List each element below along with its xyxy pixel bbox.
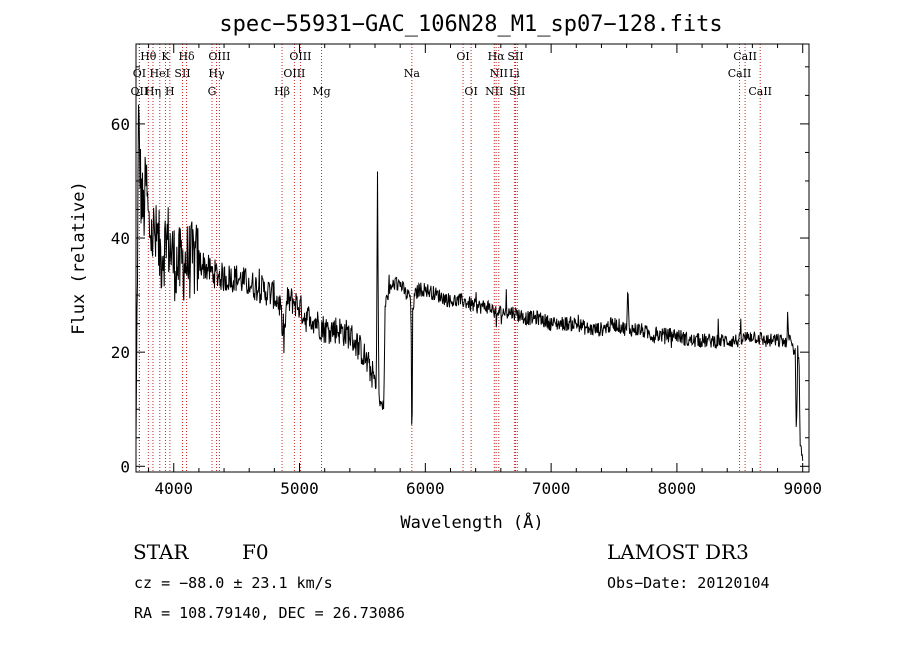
spectral-line-label: OIII xyxy=(283,67,305,80)
spectral-line-label: NII xyxy=(490,67,508,80)
x-tick-label: 9000 xyxy=(783,479,822,498)
spectral-line-label: Hβ xyxy=(274,85,290,98)
spectral-line-label: OIII xyxy=(208,50,230,63)
observation-date: Obs−Date: 20120104 xyxy=(607,574,770,592)
y-axis-label: Flux (relative) xyxy=(69,181,89,335)
spectral-line-label: Hα xyxy=(488,50,506,63)
spectral-line-label: SII xyxy=(174,67,190,80)
spectral-line-label: OI xyxy=(464,85,477,98)
spectral-line-label: OI xyxy=(133,67,146,80)
spectral-line-label: G xyxy=(208,85,217,98)
plot-frame xyxy=(135,43,810,473)
object-subclass: F0 xyxy=(242,540,269,564)
spectral-line-label: Hη xyxy=(145,85,161,98)
spectral-line-label: Hδ xyxy=(178,50,195,63)
spectral-line-label: OI xyxy=(456,50,469,63)
x-tick-label: 7000 xyxy=(532,479,571,498)
spectral-line-label: NII xyxy=(485,85,503,98)
spectral-line-label: CaII xyxy=(728,67,752,80)
object-class: STAR xyxy=(133,540,189,564)
y-tick-label: 60 xyxy=(111,115,130,134)
spectral-line-label: OII xyxy=(131,85,149,98)
y-tick-label: 0 xyxy=(120,457,130,476)
x-tick-label: 4000 xyxy=(154,479,193,498)
chart-title: spec−55931−GAC_106N28_M1_sp07−128.fits xyxy=(219,12,722,37)
survey-name: LAMOST DR3 xyxy=(607,540,749,564)
spectral-line-label: H xyxy=(165,85,175,98)
x-axis-label: Wavelength (Å) xyxy=(400,511,543,533)
x-axis-ticks: 4000 5000 6000 7000 8000 9000 xyxy=(148,44,822,498)
spectral-line-label: HeI xyxy=(150,67,170,80)
spectral-line-label: Mg xyxy=(312,85,330,98)
x-tick-label: 6000 xyxy=(406,479,445,498)
y-tick-label: 40 xyxy=(111,229,130,248)
spectral-line-label: SII xyxy=(509,85,525,98)
spectral-line-label: OIII xyxy=(289,50,311,63)
spectral-line-label: Na xyxy=(404,67,421,80)
y-tick-label: 20 xyxy=(111,343,130,362)
y-axis-ticks: 0 20 40 60 xyxy=(111,66,809,476)
spectral-line-label: CaII xyxy=(733,50,757,63)
spectral-line-label: Li xyxy=(509,67,520,80)
x-tick-label: 8000 xyxy=(658,479,697,498)
spectrum-line xyxy=(135,104,804,461)
spectral-line-label: Hθ xyxy=(140,50,157,63)
spectral-line-label: Hγ xyxy=(208,67,225,80)
x-tick-label: 5000 xyxy=(280,479,319,498)
redshift-velocity: cz = −88.0 ± 23.1 km/s xyxy=(134,574,333,592)
coordinates: RA = 108.79140, DEC = 26.73086 xyxy=(134,604,405,622)
spectral-line-label: K xyxy=(161,50,170,63)
spectral-line-label: SII xyxy=(507,50,523,63)
spectral-line-label: CaII xyxy=(748,85,772,98)
spectral-line-markers xyxy=(138,44,761,472)
